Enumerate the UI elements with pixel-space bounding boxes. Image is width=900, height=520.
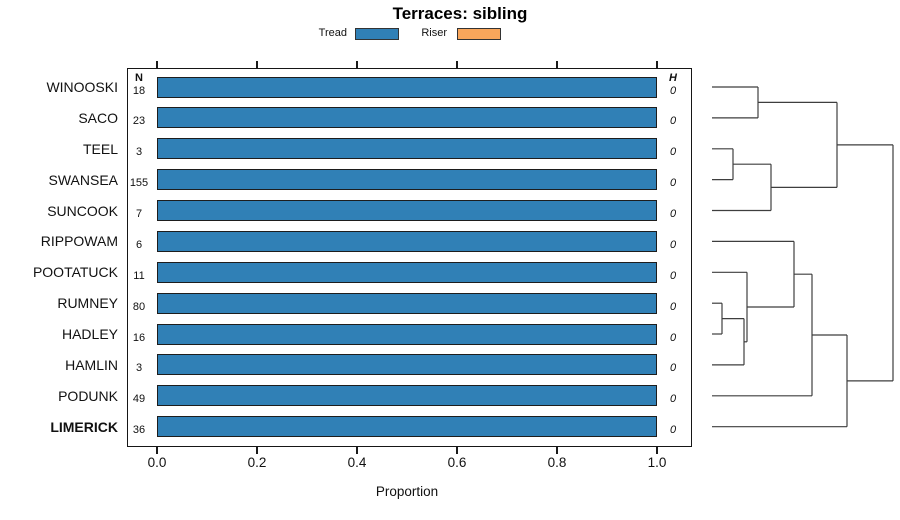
h-value: 0 (669, 393, 677, 406)
n-value: 3 (135, 362, 143, 375)
row-label: POOTATUCK (32, 264, 118, 281)
x-tick-label: 0.0 (147, 455, 167, 470)
row-label: TEEL (82, 140, 118, 157)
h-column-header: H (669, 71, 677, 84)
x-axis-tick-bottom (556, 446, 558, 454)
row-label: RUMNEY (57, 295, 118, 312)
h-value: 0 (669, 208, 677, 221)
x-axis-tick-top (256, 61, 258, 68)
x-axis-tick-bottom (256, 446, 258, 454)
bar-tread (157, 169, 657, 191)
bar-tread (157, 385, 657, 407)
x-axis-tick-bottom (656, 446, 658, 454)
x-axis-tick-top (556, 61, 558, 68)
n-value: 11 (133, 269, 145, 282)
bar-tread (157, 261, 657, 283)
x-tick-label: 1.0 (647, 455, 667, 470)
bar-tread (157, 200, 657, 222)
n-value: 80 (132, 300, 146, 313)
bar-tread (157, 138, 657, 160)
h-value: 0 (669, 115, 677, 128)
bar-tread (157, 76, 657, 98)
x-tick-label: 0.2 (247, 455, 267, 470)
x-tick-label: 0.6 (447, 455, 467, 470)
row-label: WINOOSKI (46, 79, 118, 95)
plot-area-border (126, 68, 692, 447)
n-value: 6 (135, 238, 143, 251)
x-axis-tick-top (356, 61, 358, 68)
x-axis-tick-top (156, 61, 158, 68)
x-tick-label: 0.8 (547, 455, 567, 470)
legend-label-tread: Tread (318, 27, 347, 39)
x-tick-label: 0.4 (347, 455, 367, 470)
h-value: 0 (669, 269, 677, 282)
n-value: 7 (135, 208, 143, 221)
bar-tread (157, 107, 657, 129)
row-label: SUNCOOK (47, 202, 118, 219)
n-column-header: N (135, 71, 143, 84)
bar-tread (157, 323, 657, 345)
n-value: 16 (132, 331, 146, 344)
row-label: HAMLIN (65, 356, 118, 373)
row-label: PODUNK (58, 387, 118, 404)
h-value: 0 (669, 84, 677, 97)
legend-swatch-tread (355, 28, 399, 40)
row-label: SWANSEA (48, 171, 119, 188)
row-label: RIPPOWAM (40, 233, 118, 250)
x-axis-tick-top (656, 61, 658, 68)
h-value: 0 (669, 362, 677, 375)
bar-tread (157, 416, 657, 438)
chart-title: Terraces: sibling (392, 4, 528, 23)
h-value: 0 (669, 300, 677, 313)
row-label: LIMERICK (50, 418, 118, 435)
x-axis-label: Proportion (375, 484, 439, 499)
x-axis-tick-bottom (156, 446, 158, 454)
n-value: 36 (132, 424, 146, 437)
row-label: HADLEY (61, 326, 118, 343)
x-axis-tick-top (456, 61, 458, 68)
n-value: 23 (132, 115, 146, 128)
n-value: 155 (129, 177, 149, 190)
x-axis-tick-bottom (456, 446, 458, 454)
n-value: 49 (132, 393, 146, 406)
h-value: 0 (669, 331, 677, 344)
x-axis-tick-bottom (356, 446, 358, 454)
h-value: 0 (669, 424, 677, 437)
h-value: 0 (669, 177, 677, 190)
h-value: 0 (669, 146, 677, 159)
legend-swatch-riser (457, 28, 501, 40)
bar-tread (157, 354, 657, 376)
n-value: 18 (132, 84, 146, 97)
legend-label-riser: Riser (421, 27, 447, 39)
bar-tread (157, 292, 657, 314)
row-label: SACO (78, 109, 118, 126)
bar-tread (157, 230, 657, 252)
n-value: 3 (135, 146, 143, 159)
h-value: 0 (669, 238, 677, 251)
